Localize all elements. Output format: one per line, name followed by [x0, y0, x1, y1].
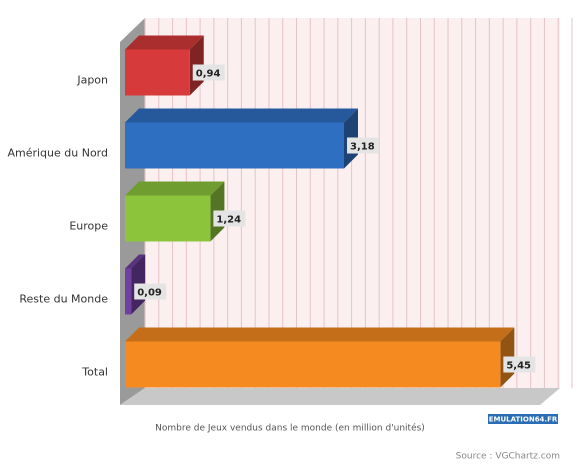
value-label: 5,45 — [506, 361, 531, 372]
bar — [125, 327, 515, 388]
bar-top — [125, 181, 225, 196]
bar-front — [125, 122, 345, 169]
bar-top — [125, 327, 515, 342]
watermark: EMULATION64.FR — [489, 416, 558, 424]
y-tick-label: Total — [81, 366, 108, 379]
value-label-bg — [213, 210, 246, 227]
value-label: 1,24 — [216, 215, 241, 226]
bar-front — [125, 268, 132, 315]
watermark-bg — [488, 414, 558, 424]
bar-front — [125, 341, 501, 388]
value-label-bg — [192, 64, 225, 81]
bar — [125, 35, 204, 96]
y-tick-label: Amérique du Nord — [7, 147, 108, 160]
value-label-bg — [503, 356, 536, 373]
bar-top — [125, 108, 359, 123]
value-label-bg — [134, 283, 167, 300]
value-label: 0,09 — [137, 288, 162, 299]
value-label: 0,94 — [196, 69, 221, 80]
x-axis-label: Nombre de Jeux vendus dans le monde (en … — [155, 423, 425, 434]
value-label-bg — [347, 137, 380, 154]
value-label: 3,18 — [350, 142, 375, 153]
bar-front — [125, 195, 211, 242]
floor — [120, 388, 560, 405]
bar-top — [125, 35, 204, 50]
y-tick-label: Reste du Monde — [19, 293, 108, 306]
bar — [125, 181, 225, 242]
bar — [125, 108, 359, 169]
y-tick-label: Japon — [76, 74, 108, 87]
y-tick-label: Europe — [69, 220, 108, 233]
bar-top — [125, 254, 146, 269]
bar-front — [125, 49, 190, 96]
source: Source : VGChartz.com — [456, 452, 560, 462]
